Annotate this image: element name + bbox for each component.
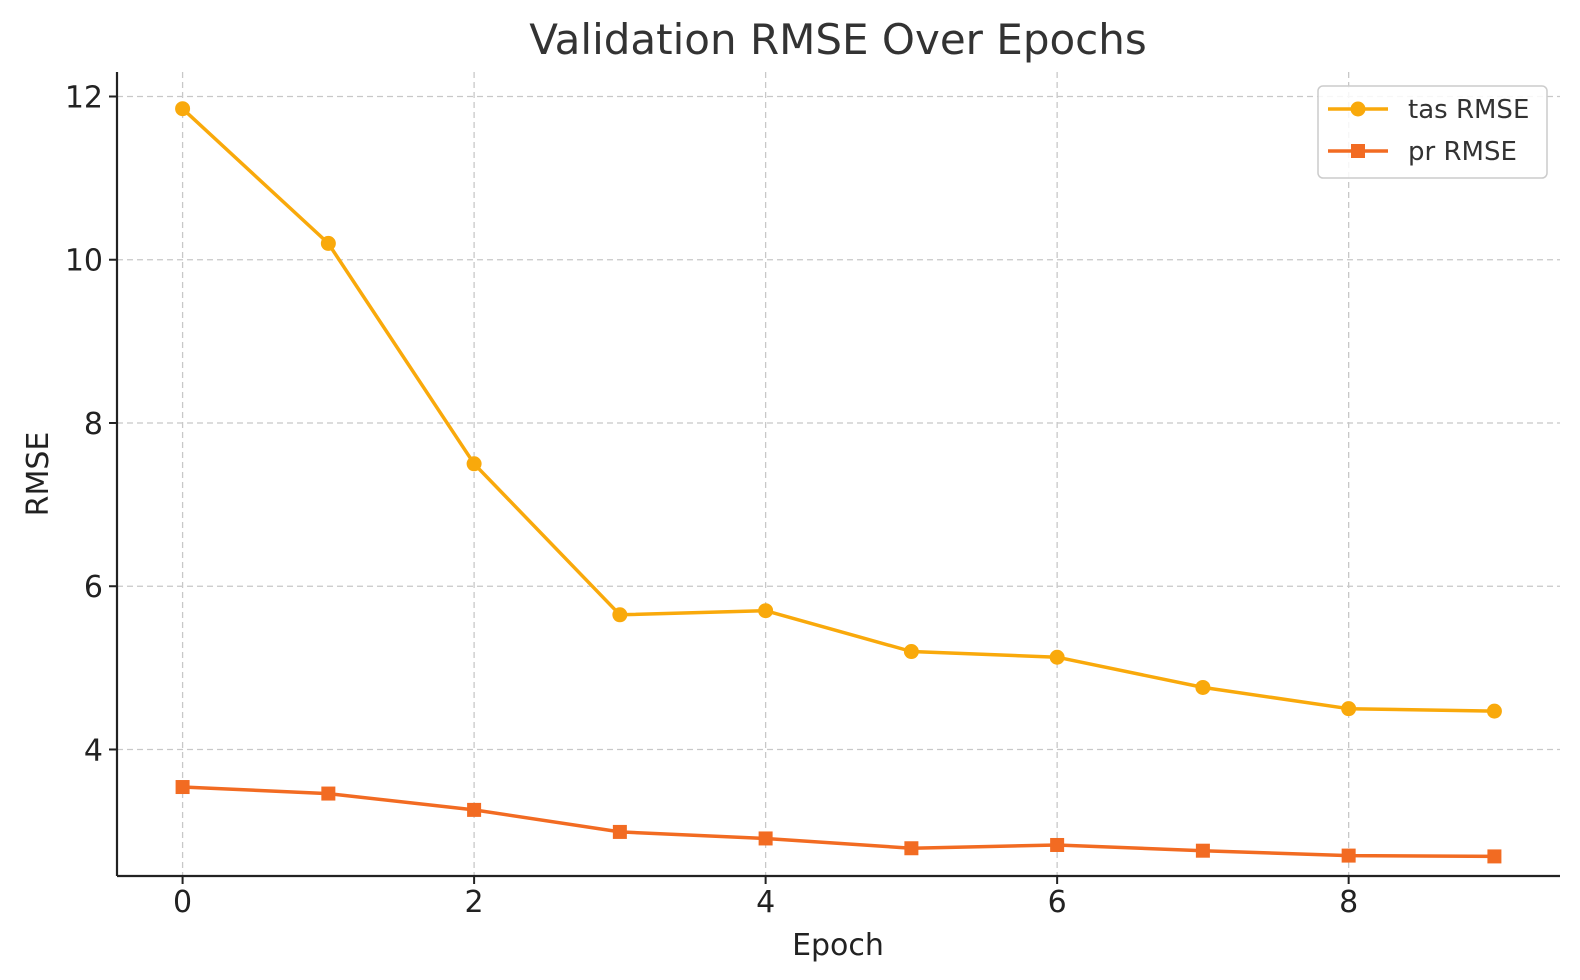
data-point — [1050, 837, 1065, 852]
data-point — [1486, 703, 1502, 719]
x-tick-label: 6 — [1048, 885, 1067, 920]
legend-label-pr: pr RMSE — [1408, 137, 1517, 167]
x-tick-label: 4 — [756, 885, 775, 920]
data-point — [1195, 843, 1210, 858]
series-line — [181, 107, 1495, 713]
series — [175, 101, 1502, 864]
data-point — [758, 603, 774, 619]
data-point — [1341, 701, 1357, 717]
data-point — [175, 101, 191, 117]
series-line — [182, 785, 1495, 859]
data-point — [612, 607, 628, 623]
data-point — [1049, 649, 1065, 665]
legend-marker-square — [1351, 144, 1365, 158]
series-tas — [175, 101, 1502, 719]
data-point — [321, 786, 336, 801]
data-point — [466, 456, 482, 472]
data-point — [903, 644, 919, 660]
y-axis-label: RMSE — [21, 432, 56, 517]
ticks: 0 2 4 6 8 4 6 8 10 12 — [65, 80, 1358, 920]
data-point — [1341, 848, 1356, 863]
x-axis-label: Epoch — [792, 928, 884, 963]
axes — [115, 72, 1560, 878]
y-tick-label: 8 — [84, 407, 103, 442]
data-point — [904, 841, 919, 856]
x-tick-label: 0 — [173, 885, 192, 920]
y-tick-label: 10 — [65, 244, 103, 279]
data-point — [320, 235, 336, 251]
x-tick-label: 2 — [465, 885, 484, 920]
series-pr — [175, 780, 1502, 864]
legend-entry-pr: pr RMSE — [1328, 137, 1517, 167]
legend-marker-circle — [1350, 101, 1366, 117]
y-tick-label: 4 — [84, 733, 103, 768]
data-point — [467, 802, 482, 817]
legend-entry-tas: tas RMSE — [1328, 95, 1529, 125]
legend-label-tas: tas RMSE — [1408, 95, 1529, 125]
x-tick-label: 8 — [1339, 885, 1358, 920]
chart-title: Validation RMSE Over Epochs — [529, 15, 1147, 64]
data-point — [175, 780, 190, 795]
data-point — [612, 824, 627, 839]
data-point — [1487, 849, 1502, 864]
y-tick-label: 12 — [65, 80, 103, 115]
data-point — [758, 831, 773, 846]
legend: tas RMSE pr RMSE — [1317, 85, 1548, 179]
grid — [117, 72, 1560, 876]
y-tick-label: 6 — [84, 570, 103, 605]
data-point — [1195, 679, 1211, 695]
